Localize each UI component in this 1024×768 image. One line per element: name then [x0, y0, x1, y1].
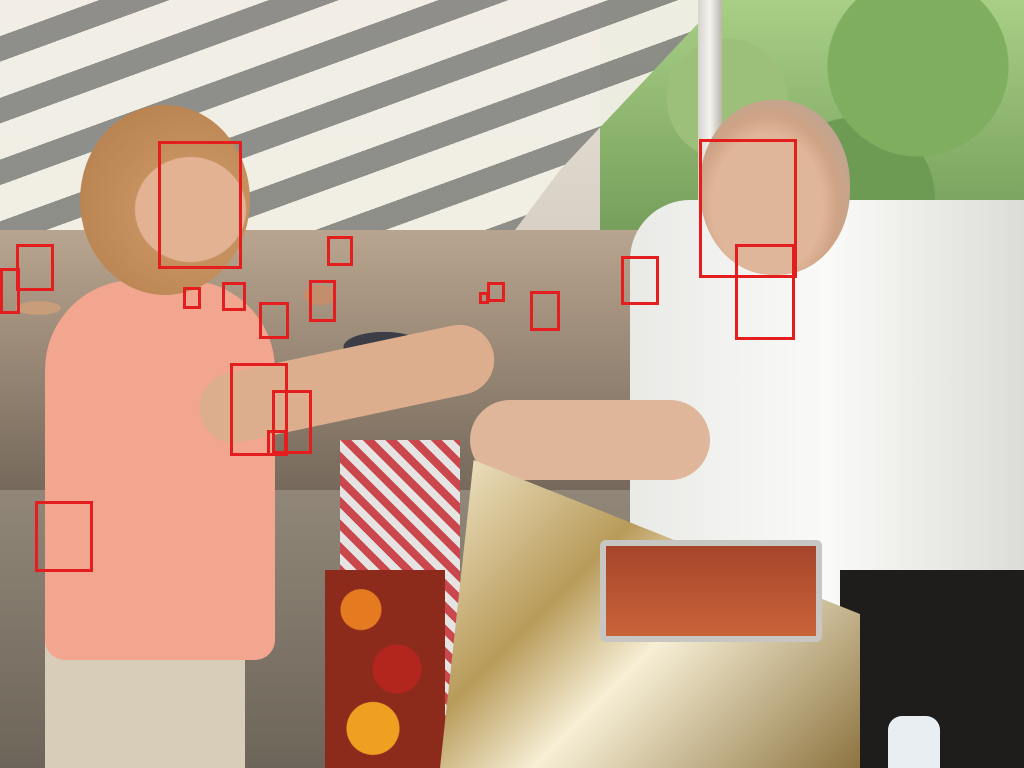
face-box — [699, 139, 797, 278]
face-box — [621, 256, 659, 305]
face-box — [158, 141, 242, 269]
face-box — [222, 282, 246, 311]
face-box — [327, 236, 353, 266]
woman-head — [80, 105, 250, 295]
woman-pants — [45, 640, 245, 768]
face-box — [272, 390, 312, 454]
food-tray — [600, 540, 822, 642]
face-box — [16, 244, 54, 291]
face-box — [479, 292, 489, 304]
face-box — [735, 244, 795, 340]
face-box — [35, 501, 93, 572]
face-box — [309, 280, 336, 322]
face-box — [230, 363, 288, 456]
face-box — [259, 302, 289, 339]
face-box — [487, 282, 505, 302]
face-box — [183, 287, 201, 309]
chef-arm — [470, 400, 710, 480]
flower-decoration — [325, 570, 445, 768]
face-box — [530, 291, 560, 331]
face-box — [0, 268, 20, 314]
water-bottle — [888, 716, 940, 768]
woman-pink-shirt — [45, 280, 275, 660]
face-box — [267, 430, 287, 456]
